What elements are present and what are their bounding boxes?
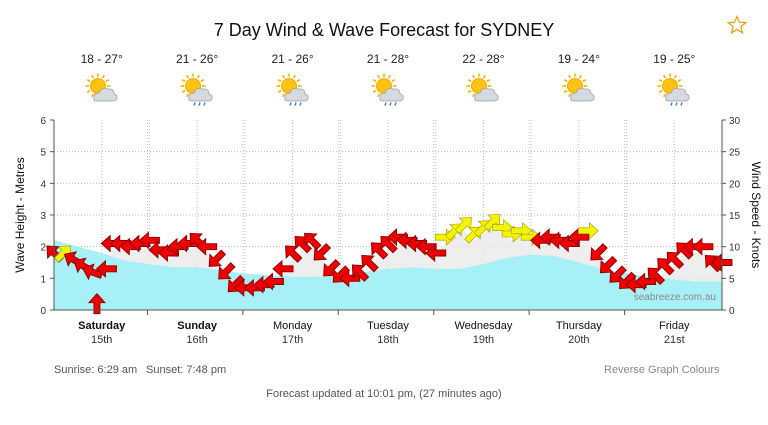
right-axis-title: Wind Speed - Knots [749,162,763,269]
wind-arrow [692,237,714,256]
left-tick-label: 6 [40,116,46,127]
sun-cloud-icon [466,73,500,102]
wind-arrow [304,232,322,251]
wave-height-area [54,240,722,310]
day-temperature: 19 - 25° [653,52,696,66]
right-tick-label: 25 [729,148,741,159]
right-tick-label: 20 [729,179,741,190]
wind-arrow [218,262,236,280]
sun-cloud-icon [85,73,118,102]
x-day-label: Sunday [177,320,218,332]
wind-arrow [634,272,657,291]
wind-arrow [262,272,284,291]
x-date-label: 21st [664,334,685,346]
day-temperature: 21 - 28° [366,52,410,66]
wind-arrow [157,243,179,263]
wind-arrow [361,254,379,273]
wind-arrow [339,269,361,288]
wind-arrow [95,259,117,278]
chart-title: 7 Day Wind & Wave Forecast for SYDNEY [213,20,555,40]
left-tick-label: 0 [40,306,46,317]
left-tick-label: 4 [40,179,46,190]
x-day-label: Wednesday [454,320,512,332]
x-date-label: 20th [568,334,589,346]
left-tick-label: 2 [40,243,46,254]
day-temperature: 22 - 28° [462,52,505,66]
x-day-label: Friday [659,320,690,332]
right-tick-label: 0 [729,306,735,317]
day-temperature: 19 - 24° [557,52,600,66]
x-date-label: 18th [377,334,398,346]
sunrise-text: Sunrise: 6:29 am [54,364,138,376]
wind-arrow [415,237,437,256]
left-tick-label: 3 [40,211,46,222]
wind-arrow [272,259,294,278]
wind-arrow [568,228,590,247]
sun-cloud-rain-icon [371,73,404,106]
wind-arrow [208,249,227,267]
wind-arrow [138,231,160,250]
left-tick-label: 5 [40,148,46,159]
wind-arrow [82,263,104,281]
day-temperature: 21 - 26° [271,52,314,66]
star-outline-icon[interactable] [727,15,747,35]
x-date-label: 17th [282,334,303,346]
sun-cloud-rain-icon [276,73,309,106]
wind-arrow [590,243,608,261]
x-day-label: Thursday [556,320,602,332]
forecast-updated-text: Forecast updated at 10:01 pm, (27 minute… [266,388,502,400]
sun-cloud-icon [562,73,595,102]
x-date-label: 15th [91,334,112,346]
x-day-label: Monday [273,320,313,332]
wind-arrow [558,234,580,253]
sun-cloud-rain-icon [657,73,690,106]
x-date-label: 16th [186,334,207,346]
sun-cloud-rain-icon [180,73,213,106]
wind-arrow [425,243,447,263]
right-tick-label: 15 [729,211,741,222]
sunset-text: Sunset: 7:48 pm [146,364,227,376]
wind-arrow [196,237,218,256]
day-temperature: 21 - 26° [176,52,219,66]
right-tick-label: 5 [729,274,735,285]
right-tick-label: 10 [729,243,741,254]
x-day-label: Saturday [78,320,126,332]
wind-arrow [578,222,599,240]
right-tick-label: 30 [729,116,741,127]
reverse-colours-link[interactable]: Reverse Graph Colours [604,364,720,376]
wind-arrow [313,243,332,261]
x-day-label: Tuesday [367,320,409,332]
watermark: seabreeze.com.au [634,292,716,303]
day-temperature: 18 - 27° [80,52,123,66]
left-tick-label: 1 [40,274,46,285]
left-axis-title: Wave Height - Metres [13,157,27,273]
wind-arrow [87,292,106,315]
x-date-label: 19th [473,334,494,346]
